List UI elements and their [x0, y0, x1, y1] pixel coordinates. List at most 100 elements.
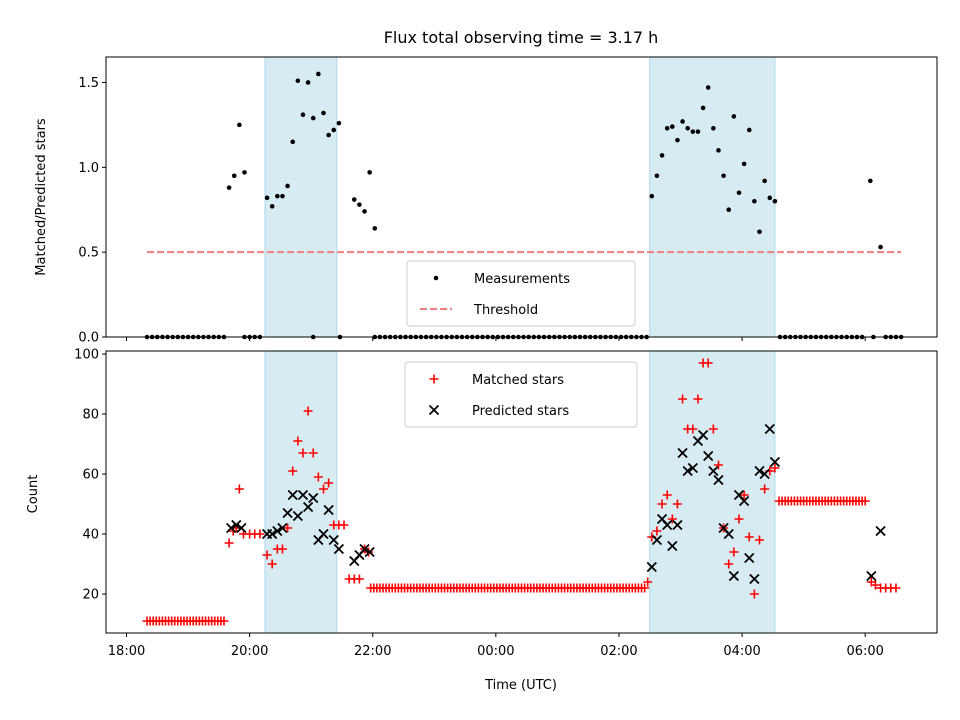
matched-stars-point — [739, 490, 749, 500]
y-tick-label: 1.0 — [78, 161, 99, 176]
predicted-stars-point — [672, 519, 683, 531]
predicted-stars-point — [364, 546, 375, 558]
x-tick-label: 02:00 — [600, 644, 637, 659]
predicted-stars-point — [651, 534, 663, 546]
measurement-point — [659, 153, 665, 158]
matched-stars-point — [693, 394, 703, 404]
matched-stars-point — [308, 448, 318, 458]
predicted-stars-point — [677, 447, 688, 459]
matched-stars-point — [708, 424, 718, 434]
predicted-stars-point — [754, 465, 765, 477]
measurement-point — [716, 148, 721, 153]
predicted-stars-point — [738, 495, 750, 507]
matched-stars-point — [678, 394, 688, 404]
y-tick-label: 0.5 — [78, 246, 99, 261]
y-tick-label: 20 — [82, 588, 99, 603]
x-tick-label: 20:00 — [231, 644, 268, 659]
measurement-point — [685, 125, 690, 131]
matched-stars-point — [354, 574, 364, 584]
matched-stars-point — [288, 466, 298, 476]
measurement-point — [285, 183, 290, 189]
matched-stars-point — [303, 406, 313, 416]
matched-stars-point — [219, 616, 229, 626]
matched-stars-point — [729, 547, 739, 557]
measurement-point — [357, 202, 362, 207]
y-tick-label: 60 — [82, 468, 99, 483]
matched-stars-point — [667, 514, 677, 524]
predicted-stars-point — [708, 465, 719, 477]
measurement-point — [316, 71, 321, 77]
x-tick-label: 06:00 — [846, 644, 883, 659]
matched-stars-point — [760, 484, 770, 494]
predicted-stars-point — [875, 525, 886, 537]
measurement-point — [275, 193, 280, 199]
bottom-y-axis-label: Count — [26, 475, 41, 514]
matched-stars-point — [652, 526, 662, 536]
matched-stars-point — [643, 577, 653, 587]
predicted-stars-point — [328, 534, 339, 546]
measurement-point — [326, 132, 331, 138]
bottom-panel: 20 40 60 80 100 18:00 20:00 22:00 00:00 02:00 04:0… — [74, 348, 938, 659]
legend-marker — [429, 374, 439, 384]
measurement-point — [767, 195, 773, 201]
predicted-stars-point — [282, 507, 293, 519]
measurement-point — [362, 209, 367, 214]
measurement-point — [269, 204, 275, 209]
measurement-point — [695, 129, 701, 134]
measurement-point — [736, 190, 742, 196]
matched-stars-point — [277, 544, 287, 554]
matched-stars-point — [734, 514, 744, 524]
predicted-stars-point — [682, 465, 693, 477]
matched-stars-point — [640, 583, 650, 593]
predicted-stars-point — [236, 522, 247, 534]
matched-stars-point — [724, 559, 734, 569]
measurement-point — [726, 207, 732, 213]
predicted-stars-point — [323, 504, 334, 516]
matched-stars-point — [298, 448, 308, 458]
measurement-point — [731, 114, 737, 119]
matched-stars-point — [770, 463, 780, 473]
measurement-point — [310, 115, 316, 121]
matched-stars-point — [749, 589, 759, 599]
measurement-point — [242, 170, 247, 175]
x-axis-label: Time (UTC) — [484, 678, 557, 693]
predicted-stars-point — [749, 573, 760, 585]
predicted-stars-point — [318, 528, 329, 540]
top-panel: 0.0 0.5 1.0 1.5 Measurements Threshold — [78, 56, 938, 346]
predicted-stars-point — [713, 474, 724, 486]
measurement-point — [721, 173, 726, 179]
measurement-point — [711, 125, 716, 131]
legend-box — [404, 361, 638, 428]
measurement-point — [649, 193, 655, 199]
predicted-stars-point — [333, 543, 345, 555]
predicted-stars-point — [359, 543, 370, 555]
legend-marker — [428, 404, 440, 416]
matched-stars-point — [293, 436, 303, 446]
measurement-point — [237, 122, 242, 128]
predicted-stars-point — [667, 540, 678, 552]
measurement-point — [264, 195, 270, 201]
measurement-point — [752, 198, 757, 204]
predicted-stars-point — [231, 519, 242, 531]
matched-stars-point — [234, 484, 244, 494]
predicted-stars-point — [662, 519, 673, 531]
predicted-stars-point — [302, 501, 314, 513]
measurement-point — [305, 80, 311, 85]
matched-stars-point — [870, 580, 880, 590]
matched-stars-point — [283, 523, 293, 533]
y-tick-label: 40 — [82, 528, 99, 543]
measurement-point — [654, 173, 660, 179]
y-tick-label: 100 — [74, 348, 99, 363]
predicted-stars-point — [272, 525, 283, 537]
predicted-stars-point — [703, 450, 714, 462]
predicted-stars-point — [723, 528, 734, 540]
measurement-point — [231, 173, 237, 179]
predicted-stars-point — [297, 489, 309, 501]
predicted-stars-point — [744, 552, 755, 564]
measurement-point — [868, 178, 873, 184]
measurement-point — [741, 161, 747, 167]
matched-stars-point — [703, 358, 713, 368]
measurement-point — [367, 170, 372, 175]
legend-label: Predicted stars — [472, 404, 569, 419]
